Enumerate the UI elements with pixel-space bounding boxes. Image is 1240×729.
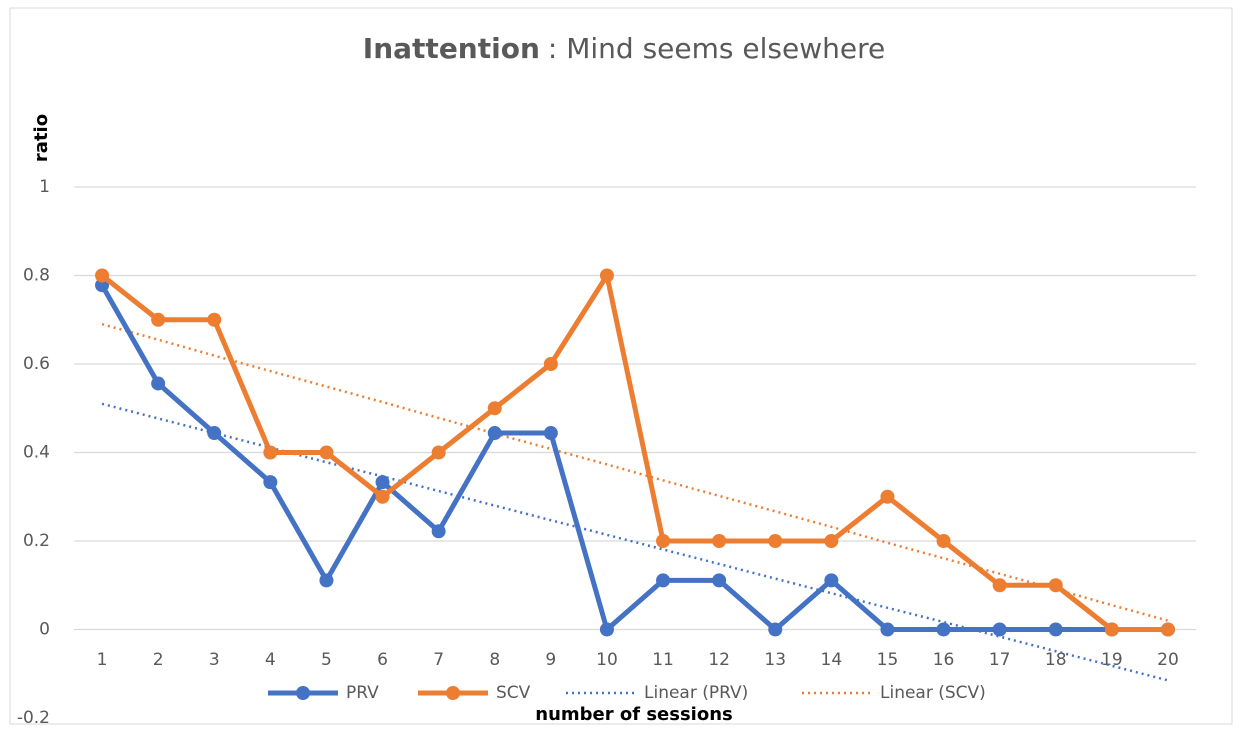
point xyxy=(151,376,166,391)
point xyxy=(487,426,502,441)
legend-label: Linear (PRV) xyxy=(644,683,748,703)
x-axis-label: number of sessions xyxy=(535,704,733,725)
point xyxy=(712,573,727,588)
point xyxy=(263,475,278,490)
point xyxy=(1048,578,1063,593)
point xyxy=(992,578,1007,593)
point xyxy=(95,268,110,283)
x-tick-label: 6 xyxy=(377,650,388,670)
x-tick-label: 19 xyxy=(1101,650,1123,670)
y-tick-label: 0.6 xyxy=(23,354,50,374)
x-tick-label: 14 xyxy=(821,650,843,670)
point xyxy=(543,357,558,371)
x-tick-label: 4 xyxy=(265,650,276,670)
point xyxy=(656,534,671,548)
x-tick-label: 20 xyxy=(1157,650,1179,670)
point xyxy=(880,489,895,504)
point xyxy=(207,312,222,327)
y-tick-label: 1 xyxy=(39,177,50,197)
legend-item: PRV xyxy=(268,683,379,703)
point xyxy=(1048,622,1063,637)
point xyxy=(151,312,166,327)
legend-marker xyxy=(296,686,310,700)
legend-label: SCV xyxy=(496,683,531,703)
x-tick-label: 15 xyxy=(877,650,899,670)
y-tick-label: 0 xyxy=(39,620,50,640)
y-tick-label: 0.4 xyxy=(23,443,50,463)
x-tick-label: 11 xyxy=(652,650,674,670)
legend-label: Linear (SCV) xyxy=(880,683,986,703)
x-tick-label: 17 xyxy=(989,650,1011,670)
point xyxy=(319,573,334,588)
point xyxy=(1104,622,1119,637)
x-tick-label: 2 xyxy=(153,650,164,670)
x-tick-label: 10 xyxy=(596,650,618,670)
legend-marker xyxy=(446,686,460,700)
point xyxy=(768,534,783,548)
point xyxy=(712,534,727,548)
trend-line xyxy=(101,322,1169,622)
point xyxy=(375,475,390,490)
chart-border xyxy=(9,7,1233,725)
point xyxy=(992,622,1007,637)
y-axis-label: ratio xyxy=(31,114,52,162)
legend-item: SCV xyxy=(418,683,531,703)
point xyxy=(824,534,839,548)
point xyxy=(487,401,502,416)
point xyxy=(431,524,446,539)
x-tick-label: 12 xyxy=(708,650,730,670)
point xyxy=(263,445,278,460)
x-tick-label: 8 xyxy=(489,650,500,670)
point xyxy=(599,622,614,637)
series-line xyxy=(99,283,1168,632)
point xyxy=(431,445,446,460)
point xyxy=(319,445,334,460)
point xyxy=(543,426,558,441)
x-tick-label: 1 xyxy=(97,650,108,670)
x-tick-label: 16 xyxy=(933,650,955,670)
y-tick-label: -0.2 xyxy=(17,708,50,728)
x-tick-label: 5 xyxy=(321,650,332,670)
x-tick-label: 13 xyxy=(764,650,786,670)
point xyxy=(768,622,783,637)
point xyxy=(95,278,110,293)
point xyxy=(824,573,839,588)
point xyxy=(656,573,671,588)
chart-title: Inattention: Mind seems elsewhere xyxy=(363,32,885,65)
legend-item: Linear (PRV) xyxy=(566,683,748,703)
title-rest: : Mind seems elsewhere xyxy=(548,32,885,65)
point xyxy=(375,489,390,504)
x-tick-label: 18 xyxy=(1045,650,1067,670)
legend-item: Linear (SCV) xyxy=(802,683,986,703)
legend-label: PRV xyxy=(346,683,379,703)
x-tick-label: 7 xyxy=(433,650,444,670)
x-tick-label: 3 xyxy=(209,650,220,670)
x-tick-label: 9 xyxy=(545,650,556,670)
series-line xyxy=(100,273,1168,632)
point xyxy=(880,622,895,637)
point xyxy=(936,534,951,548)
y-tick-label: 0.8 xyxy=(23,266,50,286)
point xyxy=(207,426,222,441)
point xyxy=(1160,622,1175,637)
point xyxy=(936,622,951,637)
y-tick-label: 0.2 xyxy=(23,531,50,551)
point xyxy=(599,268,614,283)
title-bold: Inattention xyxy=(363,32,540,65)
